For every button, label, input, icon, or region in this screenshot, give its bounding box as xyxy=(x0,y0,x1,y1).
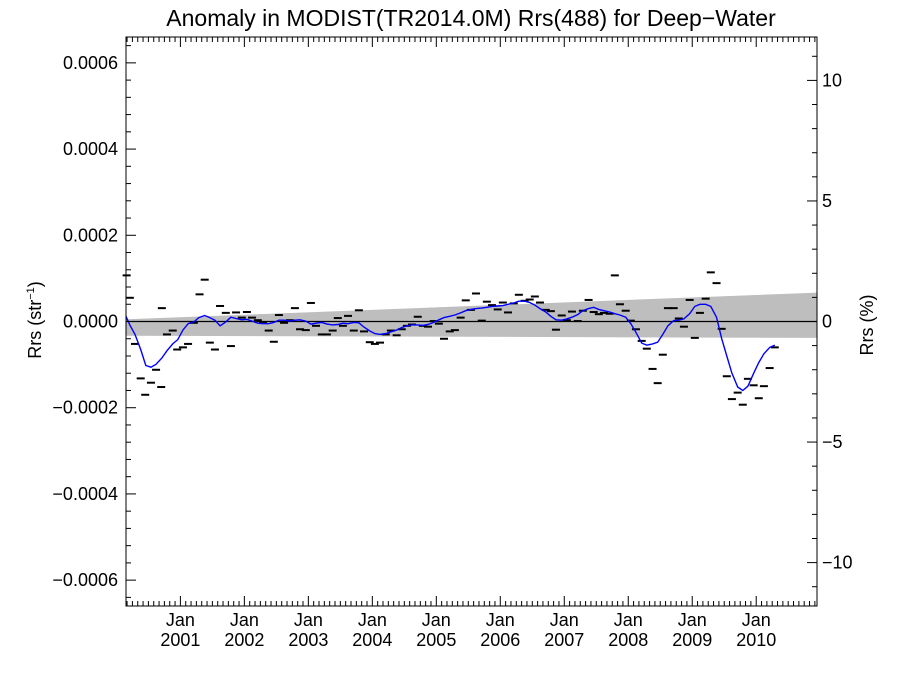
x-tick-label-year: 2008 xyxy=(608,630,648,650)
x-tick-label-year: 2002 xyxy=(224,630,264,650)
x-tick-label-year: 2003 xyxy=(288,630,328,650)
y-tick-label: 0.0006 xyxy=(63,53,118,73)
x-tick-label-month: Jan xyxy=(550,610,579,630)
y-tick-label: −0.0004 xyxy=(52,484,118,504)
x-tick-label-month: Jan xyxy=(486,610,515,630)
smoothed-line xyxy=(125,300,776,392)
x-tick-label-month: Jan xyxy=(230,610,259,630)
y-right-tick-label: −10 xyxy=(822,553,853,573)
x-tick-label-year: 2004 xyxy=(352,630,392,650)
x-tick-label-year: 2001 xyxy=(160,630,200,650)
x-tick-label-year: 2007 xyxy=(544,630,584,650)
x-tick-label-month: Jan xyxy=(422,610,451,630)
y-right-tick-label: 0 xyxy=(822,312,832,332)
y-right-tick-label: −5 xyxy=(822,432,843,452)
y-right-tick-label: 10 xyxy=(822,70,842,90)
uncertainty-band xyxy=(126,292,817,338)
y-axis-label-left-close: ) xyxy=(25,281,45,287)
y-tick-label: 0.0000 xyxy=(63,312,118,332)
x-tick-label-month: Jan xyxy=(294,610,323,630)
axes: 0.0006 0.0004 0.0002 0.0000 −0.0002 −0.0004 −0… xyxy=(52,36,853,650)
x-tick-label-month: Jan xyxy=(678,610,707,630)
y-axis-label-left: Rrs (str−1) xyxy=(25,281,45,359)
x-tick-label-year: 2005 xyxy=(416,630,456,650)
y-axis-label-right: Rrs (%) xyxy=(857,295,877,356)
x-tick-label-month: Jan xyxy=(742,610,771,630)
y-tick-label: −0.0006 xyxy=(52,570,118,590)
y-axis-label-left-text: Rrs (str xyxy=(25,300,45,359)
x-tick-label-year: 2006 xyxy=(480,630,520,650)
y-axis-label-left-superscript: −1 xyxy=(25,287,37,300)
x-tick-label-month: Jan xyxy=(614,610,643,630)
y-tick-label: 0.0002 xyxy=(63,225,118,245)
y-tick-label: 0.0004 xyxy=(63,139,118,159)
chart-title: Anomaly in MODIST(TR2014.0M) Rrs(488) fo… xyxy=(166,5,776,31)
x-tick-label-month: Jan xyxy=(358,610,387,630)
x-tick-label-month: Jan xyxy=(166,610,195,630)
x-tick-label-year: 2010 xyxy=(736,630,776,650)
y-tick-label: −0.0002 xyxy=(52,398,118,418)
y-right-tick-label: 5 xyxy=(822,191,832,211)
x-tick-label-year: 2009 xyxy=(672,630,712,650)
plot-area xyxy=(122,271,817,406)
